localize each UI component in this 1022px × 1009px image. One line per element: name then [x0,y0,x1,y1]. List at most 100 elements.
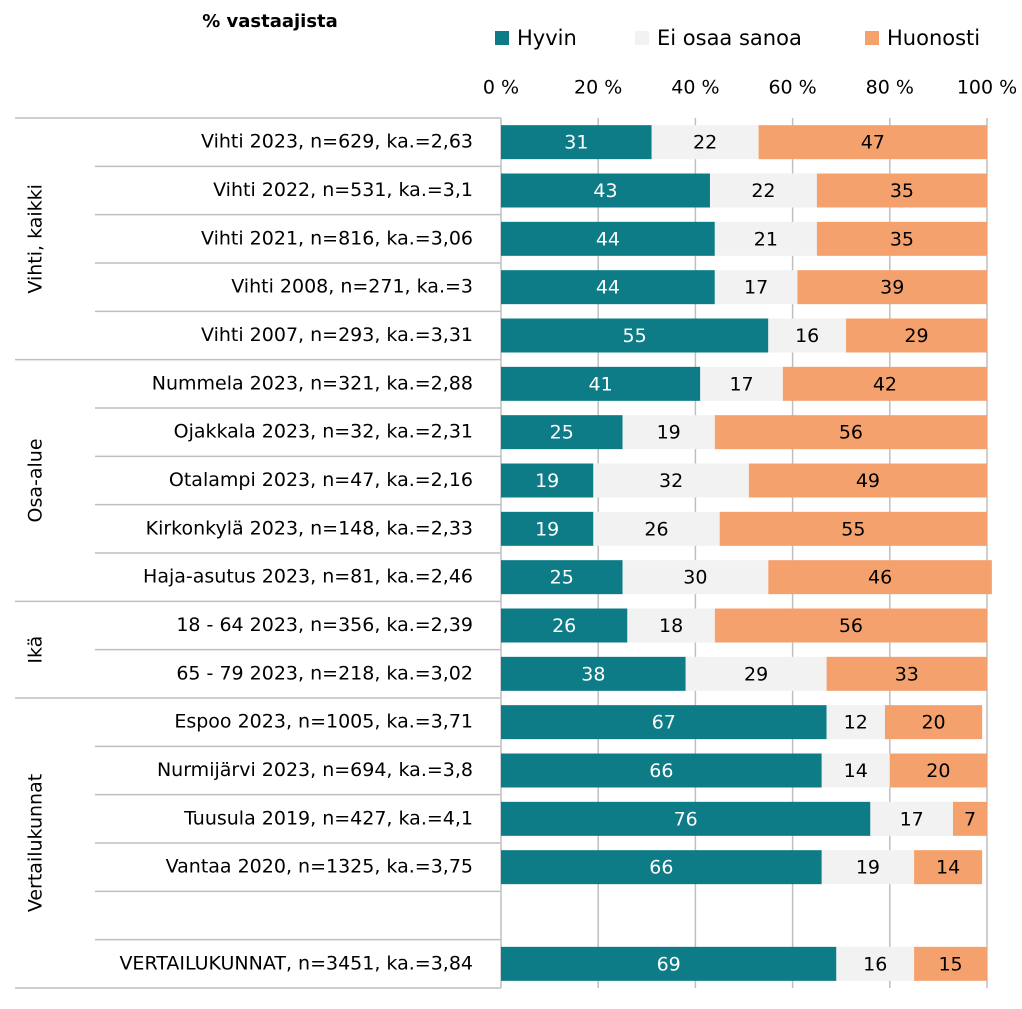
data-label: 19 [856,857,880,879]
data-label: 44 [596,277,620,299]
data-label: 30 [683,567,707,589]
y-tick-label: Haja-asutus 2023, n=81, ka.=2,46 [143,566,473,588]
data-label: 66 [649,760,673,782]
y-tick-label: Vihti 2008, n=271, ka.=3 [231,276,473,298]
y-tick-label: Vihti 2022, n=531, ka.=3,1 [213,179,473,201]
bar-segment [914,946,987,981]
data-label: 15 [938,953,962,975]
y-tick-label: Vihti 2023, n=629, ka.=2,63 [201,131,473,153]
data-label: 56 [839,615,863,637]
bar-segment [952,801,987,836]
bar-segment [826,705,885,740]
data-label: 20 [921,712,945,734]
y-tick-label: VERTAILUKUNNAT, n=3451, ka.=3,84 [119,952,473,974]
data-label: 35 [890,228,914,250]
bar-segment [714,270,798,305]
subtitle: % vastaajista [202,11,338,32]
data-label: 19 [535,518,559,540]
bar-segment [714,415,987,450]
y-tick-label: Nurmijärvi 2023, n=694, ka.=3,8 [157,759,473,781]
bar-segment [782,366,987,401]
data-label: 67 [652,712,676,734]
data-label: 22 [751,180,775,202]
data-label: 39 [880,277,904,299]
bar-segment [821,850,915,885]
legend-swatch [635,31,649,45]
data-label: 19 [535,470,559,492]
data-label: 18 [659,615,683,637]
data-label: 31 [564,132,588,154]
bar-segment [714,608,987,643]
bar-segment [622,560,769,595]
data-label: 44 [596,228,620,250]
bar-segment [758,125,987,160]
bar-segment [797,270,987,305]
legend-label: Huonosti [887,26,980,50]
data-label: 33 [895,663,919,685]
data-label: 42 [873,373,897,395]
data-label: 29 [904,325,928,347]
x-tick-label: 100 % [957,77,1017,99]
legend-swatch [865,31,879,45]
bar-segment [719,511,987,546]
bar-segment [768,560,992,595]
bar-segment [627,608,715,643]
bar-segment [501,946,837,981]
data-label: 25 [550,422,574,444]
data-label: 21 [754,228,778,250]
y-tick-label: Vihti 2007, n=293, ka.=3,31 [201,324,473,346]
legend-swatch [495,31,509,45]
data-label: 56 [839,422,863,444]
bar-segment [593,511,720,546]
bar-segment [826,656,987,691]
y-tick-label: Espoo 2023, n=1005, ka.=3,71 [174,711,473,733]
bar-segment [889,753,987,788]
data-label: 29 [744,663,768,685]
data-label: 43 [593,180,617,202]
bar-segment [836,946,915,981]
data-label: 14 [936,857,960,879]
data-label: 47 [861,132,885,154]
group-label: Vihti, kaikki [25,184,47,294]
bar-segment [501,801,871,836]
legend-label: Ei osaa sanoa [657,26,802,50]
data-label: 20 [926,760,950,782]
x-tick-label: 40 % [671,77,719,99]
data-label: 14 [844,760,868,782]
bar-segment [870,801,953,836]
bar-segment [816,221,987,256]
y-tick-label: 65 - 79 2023, n=218, ka.=3,02 [176,662,473,684]
y-tick-label: 18 - 64 2023, n=356, ka.=2,39 [176,614,473,636]
group-label: Ikä [25,636,47,664]
bar-segment [501,125,652,160]
data-label: 55 [841,518,865,540]
x-tick-label: 80 % [866,77,914,99]
x-tick-label: 60 % [768,77,816,99]
bar-segment [622,415,715,450]
data-label: 76 [674,808,698,830]
data-label: 26 [552,615,576,637]
y-tick-label: Tuusula 2019, n=427, ka.=4,1 [183,807,473,829]
data-label: 35 [890,180,914,202]
group-label: Osa-alue [25,438,47,522]
bar-segment [816,173,987,208]
data-label: 25 [550,567,574,589]
data-label: 7 [964,808,976,830]
bar-segment [501,318,769,353]
x-tick-label: 20 % [574,77,622,99]
bar-segment [821,753,890,788]
data-label: 17 [729,373,753,395]
bar-segment [914,850,983,885]
bar-segment [748,463,987,498]
bar-segment [593,463,749,498]
bar-segment [846,318,987,353]
data-label: 19 [657,422,681,444]
bar-segment [501,511,594,546]
y-tick-label: Vihti 2021, n=816, ka.=3,06 [201,227,473,249]
data-label: 12 [844,712,868,734]
bar-segment [501,608,628,643]
bar-segment [501,173,710,208]
bar-segment [884,705,983,740]
data-label: 38 [581,663,605,685]
